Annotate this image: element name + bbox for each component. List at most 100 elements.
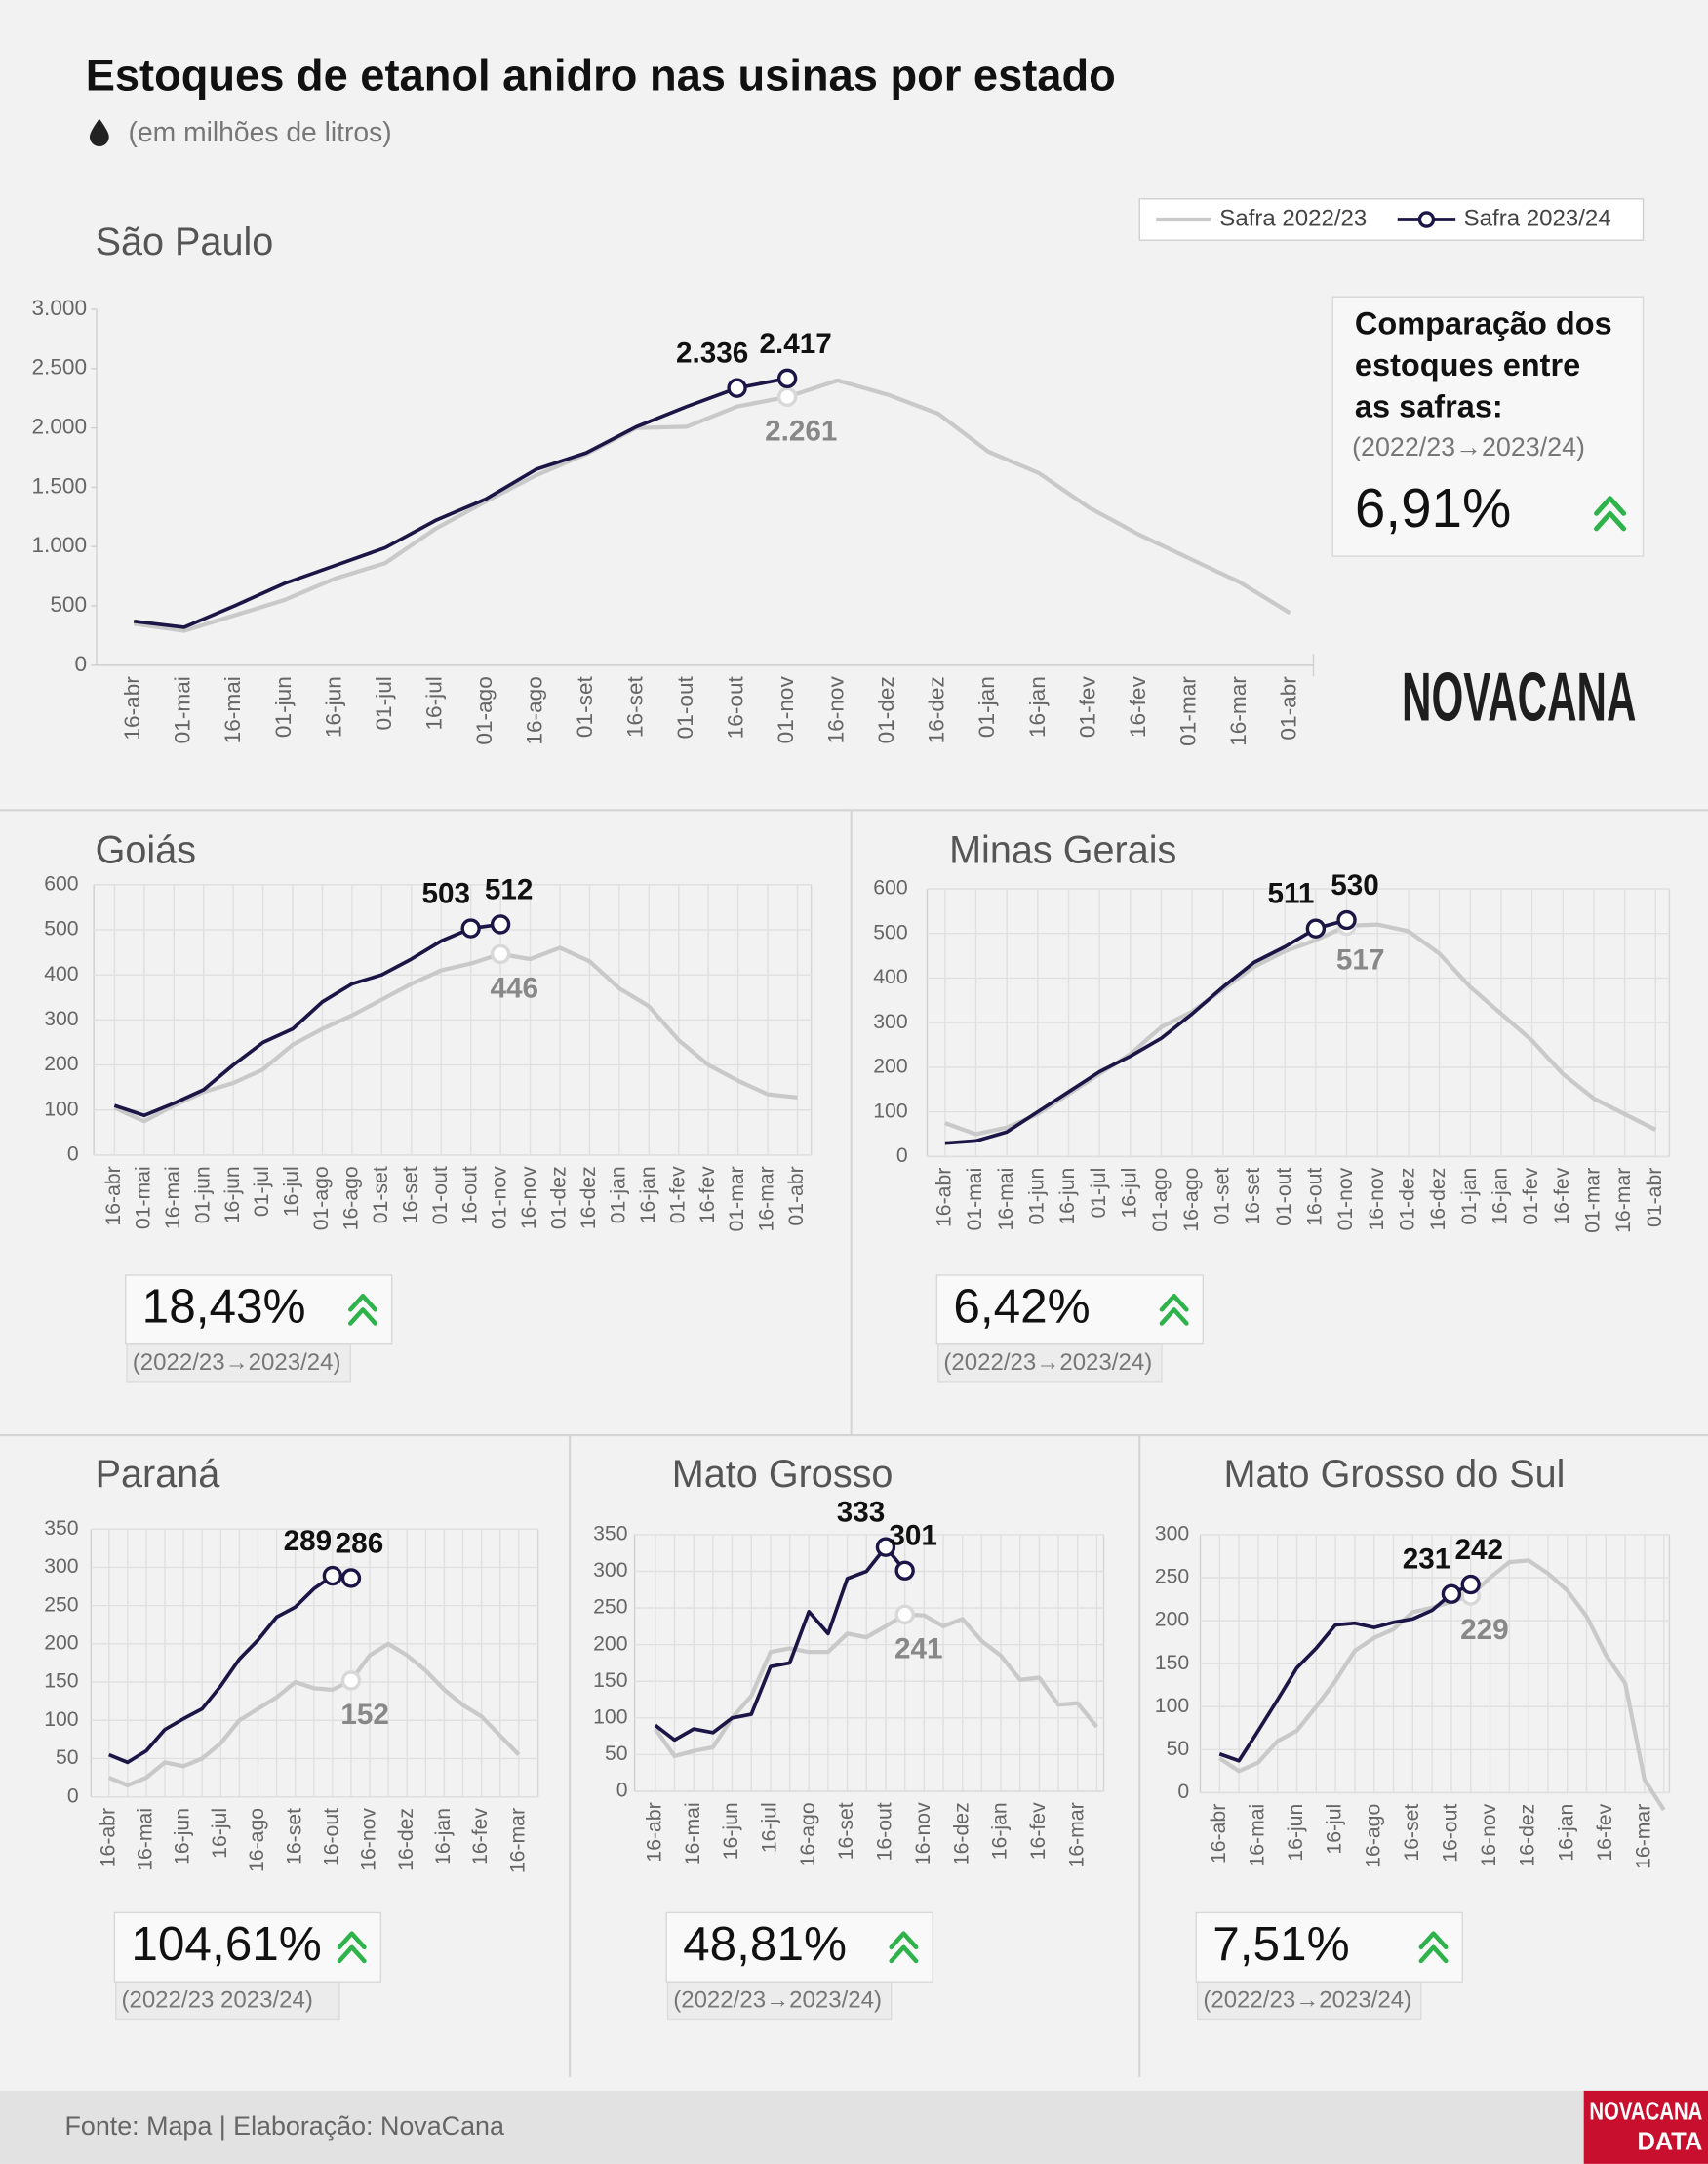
- x-tick-label: 16-jun: [172, 1808, 194, 1865]
- x-tick-label: 16-out: [320, 1808, 342, 1866]
- y-tick-label: 0: [67, 1143, 79, 1166]
- point-marker: [340, 1568, 362, 1588]
- x-tick-label: 01-jun: [191, 1166, 214, 1223]
- logo-data-box: [1583, 2090, 1708, 2164]
- x-tick-label: 16-nov: [1478, 1803, 1500, 1866]
- series-line: [133, 378, 1291, 633]
- x-tick-label: 16-set: [283, 1808, 305, 1865]
- comparison-period: (2022/23 2023/24): [121, 1986, 312, 2013]
- y-tick-label: 500: [44, 918, 78, 941]
- y-tick-label: 300: [44, 1555, 78, 1578]
- x-tick-label: 01-jun: [1025, 1168, 1048, 1225]
- x-tick-label: 01-mar: [726, 1166, 748, 1231]
- x-tick-label: 16-fev: [1126, 675, 1150, 738]
- x-tick-label: 01-abr: [1276, 676, 1300, 741]
- y-tick-label: 300: [873, 1011, 907, 1033]
- y-tick-label: 0: [1177, 1781, 1189, 1803]
- legend-label: Safra 2023/24: [1464, 205, 1611, 231]
- series-line: [944, 918, 1348, 1145]
- point-marker: [894, 1604, 915, 1625]
- x-tick-label: 16-fev: [696, 1166, 719, 1223]
- x-tick-label: 01-abr: [785, 1166, 808, 1225]
- x-tick-label: 16-dez: [1517, 1804, 1539, 1867]
- comparison-box: [113, 1911, 382, 1983]
- series-line: [108, 1574, 352, 1765]
- x-tick-label: 01-ago: [472, 676, 497, 744]
- x-tick-label: 16-mar: [1226, 676, 1251, 746]
- y-tick-label: 300: [593, 1559, 627, 1582]
- comparison-period: (2022/23→2023/24): [1203, 1986, 1411, 2013]
- x-tick-label: 16-mai: [135, 1808, 157, 1871]
- series-line: [133, 377, 788, 629]
- period-box: [115, 1981, 340, 2021]
- x-tick-label: 01-mai: [132, 1166, 154, 1229]
- x-tick-label: 16-fev: [1027, 1802, 1050, 1860]
- comparison-heading: estoques entre: [1355, 347, 1580, 382]
- point-marker: [776, 386, 798, 408]
- data-label: 152: [340, 1699, 389, 1731]
- y-tick-label: 150: [593, 1669, 627, 1692]
- x-tick-label: 16-ago: [340, 1166, 363, 1230]
- x-tick-label: 16-jun: [321, 676, 345, 738]
- x-tick-label: 16-out: [874, 1802, 896, 1861]
- legend-box: [1138, 198, 1645, 241]
- footer-bar: [0, 2090, 1708, 2164]
- point-marker: [1460, 1574, 1481, 1595]
- x-tick-label: 16-nov: [912, 1802, 934, 1865]
- x-tick-label: 16-set: [399, 1166, 421, 1223]
- x-tick-label: 01-ago: [310, 1166, 333, 1230]
- series-line: [113, 922, 501, 1118]
- comparison-box: [935, 1274, 1205, 1345]
- data-label: 333: [837, 1497, 886, 1529]
- chart-title: São Paulo: [96, 220, 274, 263]
- x-tick-label: 01-mar: [1582, 1168, 1605, 1233]
- legend-swatch: [1417, 211, 1436, 228]
- series-line: [944, 922, 1657, 1137]
- x-tick-label: 01-out: [673, 675, 697, 739]
- source: Fonte: Mapa | Elaboração: NovaCana: [64, 2111, 503, 2141]
- y-tick-label: 350: [593, 1523, 627, 1545]
- x-tick-label: 01-jan: [974, 676, 999, 738]
- x-tick-label: 16-jul: [209, 1808, 231, 1859]
- logo: NOVACANA: [1402, 659, 1636, 736]
- data-label: 301: [889, 1520, 937, 1552]
- x-tick-label: 16-ago: [246, 1808, 268, 1872]
- data-label: 2.336: [676, 338, 748, 370]
- change-arrow: [1159, 1307, 1189, 1326]
- series-line: [113, 945, 798, 1124]
- period-box: [126, 1343, 351, 1383]
- y-tick-label: 600: [44, 872, 78, 895]
- y-tick-label: 200: [873, 1056, 907, 1078]
- x-tick-label: 16-abr: [97, 1808, 119, 1867]
- x-tick-label: 16-out: [1440, 1804, 1462, 1863]
- comparison-change: 48,81%: [683, 1917, 847, 1971]
- logo-data: DATA: [1637, 2128, 1702, 2155]
- y-tick-label: 500: [873, 921, 907, 943]
- chart-title: Minas Gerais: [949, 829, 1176, 872]
- y-tick-label: 0: [616, 1780, 628, 1802]
- x-tick-label: 16-ago: [522, 676, 546, 744]
- x-tick-label: 01-jan: [607, 1166, 629, 1223]
- y-tick-label: 300: [1155, 1523, 1189, 1545]
- y-tick-label: 300: [44, 1008, 78, 1030]
- x-tick-label: 16-dez: [925, 676, 949, 743]
- y-tick-label: 400: [44, 963, 78, 985]
- comparison-period: (2022/23→2023/24): [1352, 432, 1585, 461]
- comparison-period: (2022/23→2023/24): [673, 1986, 882, 2013]
- comparison-change: 18,43%: [142, 1279, 306, 1333]
- data-label: 2.417: [759, 328, 831, 360]
- chart-title: Mato Grosso: [672, 1453, 894, 1496]
- change-arrow: [347, 1307, 377, 1326]
- change-arrow: [337, 1944, 367, 1964]
- x-tick-label: 16-set: [835, 1802, 857, 1860]
- x-tick-label: 16-jul: [281, 1166, 303, 1217]
- y-tick-label: 100: [873, 1100, 907, 1122]
- x-tick-label: 01-jul: [1088, 1168, 1110, 1219]
- x-tick-label: 01-fev: [1520, 1167, 1542, 1224]
- data-label: 511: [1267, 878, 1314, 910]
- x-tick-label: 16-mar: [506, 1808, 529, 1873]
- x-tick-label: 16-nov: [518, 1166, 540, 1229]
- x-tick-label: 01-nov: [774, 675, 798, 743]
